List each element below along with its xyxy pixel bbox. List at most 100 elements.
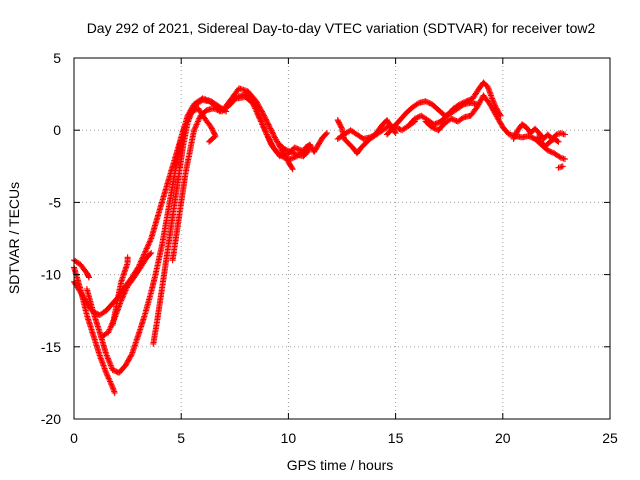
data-point <box>208 98 222 110</box>
series-sat-track-l <box>298 130 330 158</box>
data-point <box>158 258 169 292</box>
data-point <box>555 163 565 171</box>
data-point <box>534 134 544 145</box>
data-point <box>480 92 492 106</box>
data-point <box>276 141 286 151</box>
data-point <box>171 172 182 206</box>
series-sat-track-t <box>555 163 566 171</box>
data-point <box>334 117 345 131</box>
data-point <box>173 200 184 235</box>
series-sat-track-p <box>405 79 504 129</box>
data-point <box>519 121 529 130</box>
data-point <box>289 166 296 173</box>
data-point <box>90 332 103 357</box>
data-point <box>98 330 110 340</box>
y-tick-label: -10 <box>41 267 61 283</box>
y-tick-label: 0 <box>53 122 61 138</box>
data-point <box>341 135 351 146</box>
data-point <box>525 133 537 142</box>
data-point <box>562 131 568 138</box>
data-point <box>186 128 197 155</box>
x-tick-label: 25 <box>602 430 618 446</box>
data-point <box>285 159 295 171</box>
data-point <box>83 286 96 314</box>
data-point <box>259 109 272 128</box>
x-tick-label: 20 <box>495 430 511 446</box>
x-tick-label: 15 <box>388 430 404 446</box>
y-axis-label: SDTVAR / TECUs <box>6 182 22 294</box>
data-point <box>111 390 118 396</box>
data-point <box>118 284 130 304</box>
data-point <box>182 150 193 177</box>
x-axis-label: GPS time / hours <box>287 457 394 473</box>
data-point <box>551 135 561 144</box>
data-point <box>454 115 466 125</box>
data-point <box>319 131 329 141</box>
data-point <box>154 193 167 220</box>
data-point <box>143 251 154 261</box>
series-sat-track-g <box>150 105 219 347</box>
series-sat-track-j <box>233 94 305 160</box>
data-point <box>191 114 203 134</box>
data-point <box>131 265 143 281</box>
data-point <box>242 94 256 107</box>
data-point <box>122 352 135 369</box>
data-point <box>135 313 148 339</box>
data-point <box>489 95 499 111</box>
series-sat-track-q <box>422 92 568 163</box>
data-point <box>450 102 462 112</box>
data-point <box>354 131 366 141</box>
x-tick-label: 10 <box>281 430 297 446</box>
data-point <box>429 101 441 112</box>
x-tick-label: 5 <box>177 430 185 446</box>
data-point <box>83 312 96 337</box>
y-tick-label: 5 <box>53 50 61 66</box>
data-point <box>180 121 191 148</box>
data-point <box>124 254 131 261</box>
data-point <box>311 142 321 155</box>
data-point <box>510 128 521 142</box>
data-point <box>264 131 276 150</box>
data-point <box>163 229 174 264</box>
data-point <box>167 200 178 235</box>
data-point <box>96 352 109 375</box>
y-tick-label: -15 <box>41 339 61 355</box>
data-point <box>161 172 174 199</box>
data-point <box>334 132 346 142</box>
data-point <box>405 116 417 129</box>
data-point <box>298 145 308 158</box>
data-point <box>158 208 172 249</box>
data-point <box>486 101 499 118</box>
data-point <box>270 144 282 158</box>
data-point <box>532 125 542 135</box>
data-point <box>77 286 90 317</box>
data-point <box>542 139 552 150</box>
data-point <box>77 261 89 275</box>
data-point <box>562 156 568 163</box>
data-point <box>128 333 141 357</box>
data-point <box>409 100 421 111</box>
data-point <box>206 138 213 145</box>
data-point <box>418 112 430 123</box>
data-point <box>169 229 180 264</box>
data-point <box>467 105 480 119</box>
data-point <box>559 163 566 170</box>
data-point <box>148 249 155 256</box>
data-point <box>109 302 120 329</box>
data-point <box>300 149 310 160</box>
data-point <box>555 138 562 145</box>
data-point <box>392 130 399 137</box>
data-point <box>251 101 263 121</box>
data-point <box>437 113 449 125</box>
data-point <box>103 351 115 372</box>
data-point <box>444 106 456 119</box>
data-point <box>229 86 242 100</box>
data-point <box>384 125 396 138</box>
data-point <box>390 118 402 131</box>
data-point <box>96 308 108 318</box>
y-tick-label: -5 <box>49 194 62 210</box>
data-point <box>148 215 161 242</box>
data-point <box>197 107 209 119</box>
data-point <box>557 130 567 138</box>
grid-lines <box>74 58 610 419</box>
